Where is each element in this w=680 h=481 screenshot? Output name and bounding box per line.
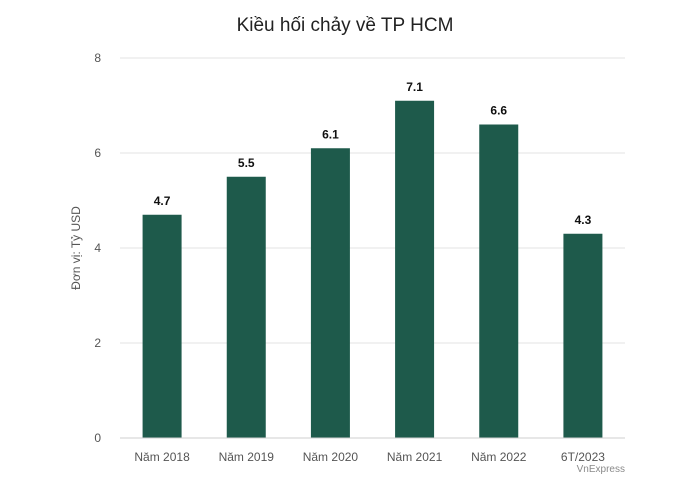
x-tick-label: Năm 2021 [387,450,443,464]
x-tick-label: 6T/2023 [561,450,605,464]
bar [563,233,603,438]
y-tick-label: 2 [94,336,101,350]
y-tick-label: 8 [94,51,101,65]
bar [479,124,519,438]
data-label: 6.6 [490,104,507,118]
data-label: 5.5 [238,156,255,170]
data-label: 7.1 [406,80,423,94]
chart-title: Kiều hối chảy về TP HCM [237,15,454,36]
data-label: 4.3 [575,213,592,227]
bar [226,176,266,438]
source-credit: VnExpress [577,464,625,475]
y-tick-label: 0 [94,431,101,445]
y-tick-label: 4 [94,241,101,255]
bars [142,100,603,438]
gridlines [120,57,625,344]
bar [142,214,182,438]
y-tick-label: 6 [94,146,101,160]
x-tick-label: Năm 2020 [303,450,359,464]
data-label: 6.1 [322,127,339,141]
x-axis-ticks: Năm 2018 Năm 2019 Năm 2020 Năm 2021 Năm 2022… [134,450,605,464]
x-tick-label: Năm 2022 [471,450,527,464]
data-labels: 4.7 5.5 6.1 7.1 6.6 4.3 [154,80,592,227]
y-axis-ticks: 0 2 4 6 8 [94,51,101,445]
x-tick-label: Năm 2018 [134,450,190,464]
y-axis-label: Đơn vị: Tỷ USD [69,206,83,290]
bar [310,148,350,438]
bar [395,100,435,438]
x-tick-label: Năm 2019 [219,450,275,464]
data-label: 4.7 [154,194,171,208]
